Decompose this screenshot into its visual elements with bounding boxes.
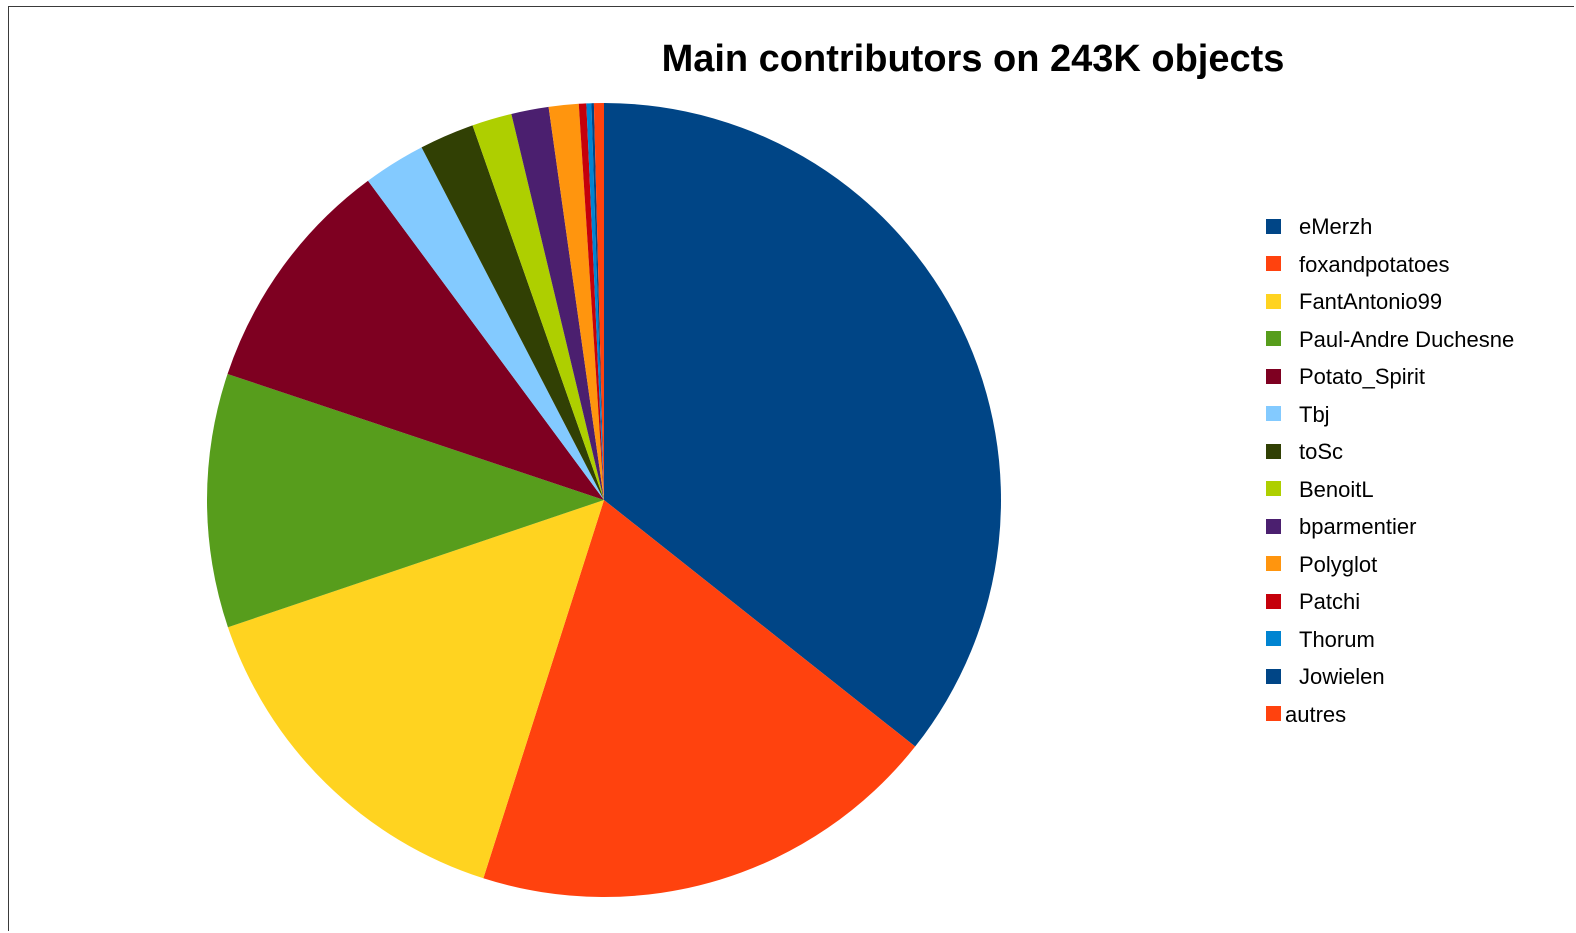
legend-item: Paul-Andre Duchesne — [1266, 321, 1514, 359]
pie-slice-emerzh — [604, 103, 1001, 747]
pie-slice-autres — [593, 103, 604, 500]
pie-slice-polyglot — [548, 103, 604, 501]
legend-label: autres — [1285, 701, 1347, 727]
pie-slice-fantantonio99 — [227, 500, 604, 879]
pie-slice-tosc — [421, 125, 604, 500]
legend-item: toSc — [1266, 433, 1514, 471]
legend-item: FantAntonio99 — [1266, 283, 1514, 321]
legend-item: eMerzh — [1266, 208, 1514, 246]
pie-slice-paul-andre-duchesne — [206, 373, 605, 628]
legend-swatch — [1266, 406, 1281, 422]
legend-swatch — [1266, 481, 1281, 497]
legend-label: foxandpotatoes — [1299, 251, 1450, 277]
legend-label: Paul-Andre Duchesne — [1299, 326, 1515, 352]
pie-slice-patchi — [578, 103, 604, 500]
legend-item: Jowielen — [1266, 658, 1514, 696]
legend-swatch — [1266, 218, 1281, 234]
legend-swatch — [1266, 331, 1281, 347]
pie-slice-thorum — [586, 103, 604, 500]
legend-label: Thorum — [1299, 626, 1375, 652]
pie-slice-tbj — [368, 147, 604, 500]
legend-swatch — [1266, 631, 1281, 647]
legend-label: FantAntonio99 — [1299, 289, 1443, 314]
legend-swatch — [1266, 556, 1281, 572]
chart-title: Main contributors on 243K objects — [661, 38, 1285, 80]
pie-slice-bparmentier — [511, 106, 604, 500]
legend-label: Potato_Spirit — [1299, 364, 1425, 389]
legend-swatch — [1266, 368, 1281, 384]
legend-item: bparmentier — [1266, 508, 1514, 546]
pie-slice-benoitl — [472, 113, 604, 501]
legend-item: Patchi — [1266, 583, 1514, 621]
legend-item: autres — [1266, 696, 1514, 734]
legend-label: Patchi — [1299, 589, 1361, 614]
legend-swatch — [1266, 593, 1281, 609]
legend-item: Tbj — [1266, 396, 1514, 434]
legend-swatch — [1266, 293, 1281, 309]
legend-swatch — [1266, 256, 1281, 272]
legend-swatch — [1266, 443, 1281, 459]
legend-label: toSc — [1299, 439, 1344, 464]
legend-label: BenoitL — [1299, 476, 1374, 502]
pie-slice-potato-spirit — [227, 180, 605, 500]
chart-frame — [8, 6, 1574, 931]
legend-item: Polyglot — [1266, 546, 1514, 584]
legend-swatch — [1266, 518, 1281, 534]
legend-label: eMerzh — [1299, 214, 1373, 239]
legend-swatch — [1266, 706, 1281, 722]
legend-item: Potato_Spirit — [1266, 358, 1514, 396]
legend-item: foxandpotatoes — [1266, 246, 1514, 284]
legend-item: Thorum — [1266, 621, 1514, 659]
legend-label: Tbj — [1299, 401, 1330, 427]
legend-item: BenoitL — [1266, 471, 1514, 509]
legend-swatch — [1266, 668, 1281, 684]
pie-slice-foxandpotatoes — [483, 500, 916, 898]
pie-slice-jowielen — [591, 103, 604, 500]
legend-label: Jowielen — [1299, 664, 1385, 689]
legend-label: bparmentier — [1299, 514, 1417, 539]
legend-label: Polyglot — [1299, 551, 1378, 577]
chart-legend: eMerzh foxandpotatoes FantAntonio99 Paul-An… — [1266, 208, 1514, 733]
